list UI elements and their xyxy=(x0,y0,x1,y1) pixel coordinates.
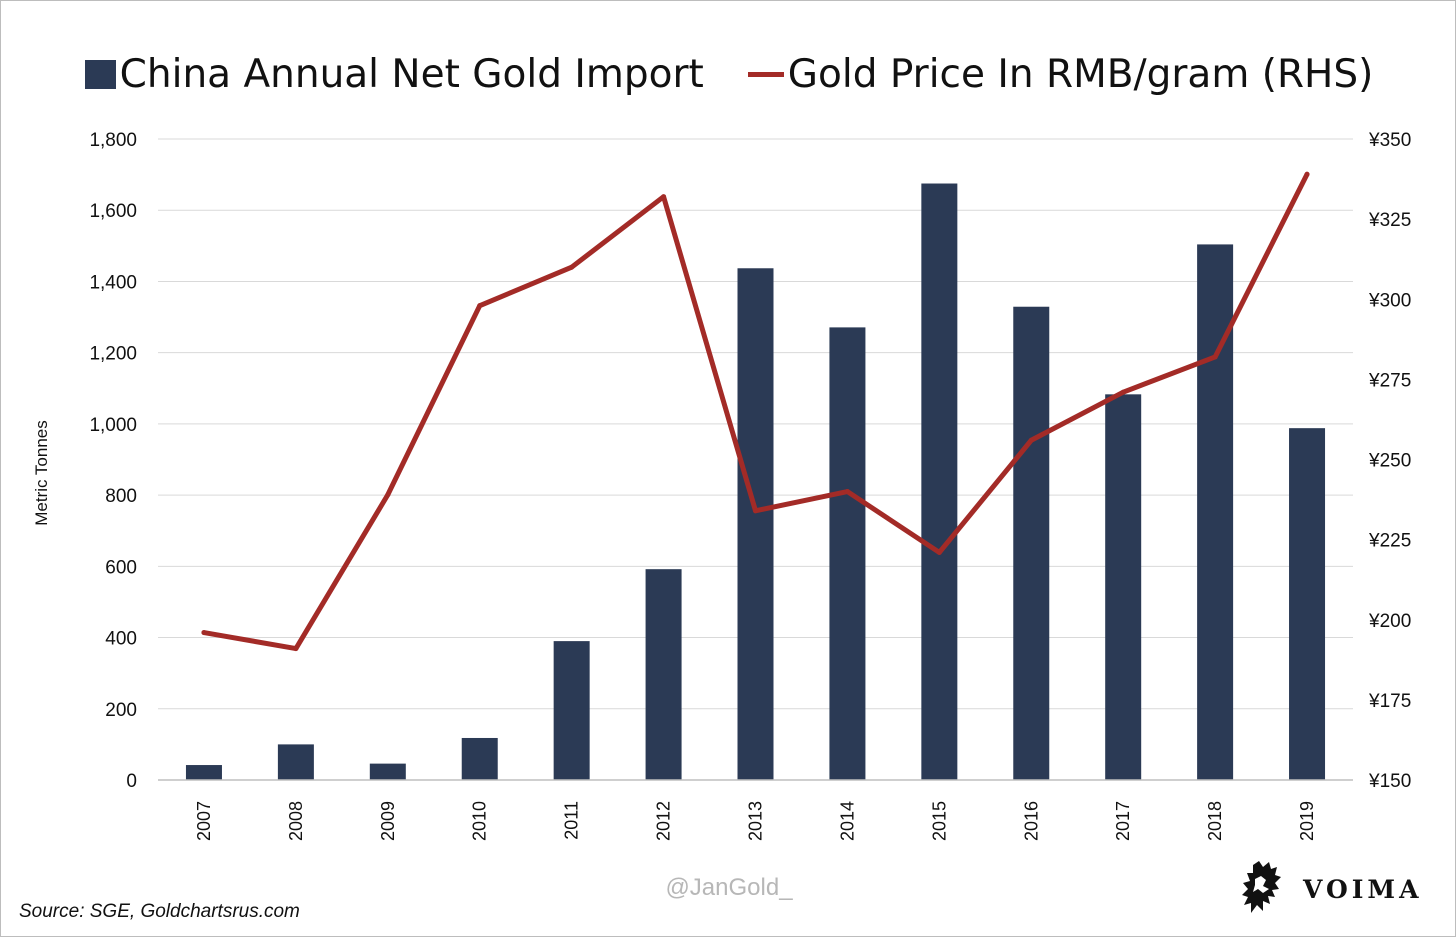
y-axis-label-left: Metric Tonnes xyxy=(32,420,51,526)
y-tick-label-right: ¥350 xyxy=(1368,130,1411,151)
x-tick-label: 2015 xyxy=(929,801,949,841)
price-point xyxy=(477,303,483,309)
y-tick-label-left: 600 xyxy=(105,557,137,578)
chart-legend: China Annual Net Gold Import Gold Price … xyxy=(1,47,1456,101)
legend-swatch-bars xyxy=(84,59,116,89)
y-tick-label-right: ¥300 xyxy=(1368,290,1411,311)
watermark: @JanGold_ xyxy=(665,874,793,901)
price-point xyxy=(569,264,575,270)
bar xyxy=(1289,428,1326,780)
heraldic-lion-icon xyxy=(1242,861,1281,913)
x-tick-label: 2010 xyxy=(470,801,490,841)
bar xyxy=(829,327,866,780)
y-tick-label-left: 1,800 xyxy=(89,130,137,151)
source-note: Source: SGE, Goldchartsrus.com xyxy=(19,901,300,922)
x-tick-label: 2016 xyxy=(1021,801,1041,841)
price-point xyxy=(1304,171,1310,177)
price-point xyxy=(293,646,299,652)
logo-wordmark: VOIMA xyxy=(1303,875,1423,904)
bar xyxy=(461,737,498,780)
price-point xyxy=(385,492,391,498)
y-tick-label-left: 200 xyxy=(105,700,137,721)
y-tick-label-right: ¥250 xyxy=(1368,451,1411,472)
y-tick-label-left: 800 xyxy=(105,486,137,507)
bar xyxy=(921,183,958,780)
legend-item-line: Gold Price In RMB/gram (RHS) xyxy=(747,51,1374,97)
bar xyxy=(645,569,682,780)
y-tick-label-right: ¥275 xyxy=(1368,370,1411,391)
y-tick-label-left: 0 xyxy=(126,771,137,792)
x-tick-label: 2007 xyxy=(194,801,214,841)
legend-label-line: Gold Price In RMB/gram (RHS) xyxy=(787,51,1374,97)
bar xyxy=(1105,394,1142,780)
bar xyxy=(369,763,406,780)
y-tick-label-left: 1,000 xyxy=(89,415,137,436)
bar xyxy=(1197,244,1234,781)
y-tick-label-left: 400 xyxy=(105,629,137,650)
price-point xyxy=(1212,354,1218,360)
x-tick-label: 2011 xyxy=(562,801,582,840)
x-tick-label: 2012 xyxy=(654,801,674,841)
price-point xyxy=(844,489,850,495)
bar xyxy=(277,744,314,780)
y-tick-label-right: ¥175 xyxy=(1368,691,1411,712)
bar xyxy=(185,765,222,780)
y-tick-label-left: 1,600 xyxy=(89,201,137,222)
price-point xyxy=(1120,389,1126,395)
bar xyxy=(1013,306,1050,780)
price-point xyxy=(1028,437,1034,443)
y-tick-label-right: ¥225 xyxy=(1368,531,1411,552)
x-tick-label: 2009 xyxy=(378,801,398,841)
bar xyxy=(737,268,774,780)
price-point xyxy=(201,630,207,636)
x-tick-label: 2019 xyxy=(1297,801,1317,841)
price-point xyxy=(936,549,942,555)
legend-swatch-line xyxy=(747,71,784,77)
x-tick-label: 2008 xyxy=(286,801,306,841)
legend-item-bars: China Annual Net Gold Import xyxy=(84,51,704,97)
legend-label-bars: China Annual Net Gold Import xyxy=(119,51,704,97)
y-tick-label-left: 1,200 xyxy=(89,344,137,365)
y-tick-label-right: ¥200 xyxy=(1368,611,1411,632)
x-tick-label: 2013 xyxy=(746,801,766,841)
price-point xyxy=(661,194,667,200)
y-tick-label-right: ¥150 xyxy=(1368,771,1411,792)
x-tick-label: 2017 xyxy=(1113,801,1133,841)
price-point xyxy=(753,508,758,514)
x-tick-label: 2014 xyxy=(837,801,857,841)
voima-logo: VOIMA xyxy=(1239,859,1419,919)
x-tick-label: 2018 xyxy=(1205,801,1225,841)
y-tick-label-right: ¥325 xyxy=(1368,210,1411,231)
y-tick-label-left: 1,400 xyxy=(89,272,137,293)
bar xyxy=(553,641,590,780)
